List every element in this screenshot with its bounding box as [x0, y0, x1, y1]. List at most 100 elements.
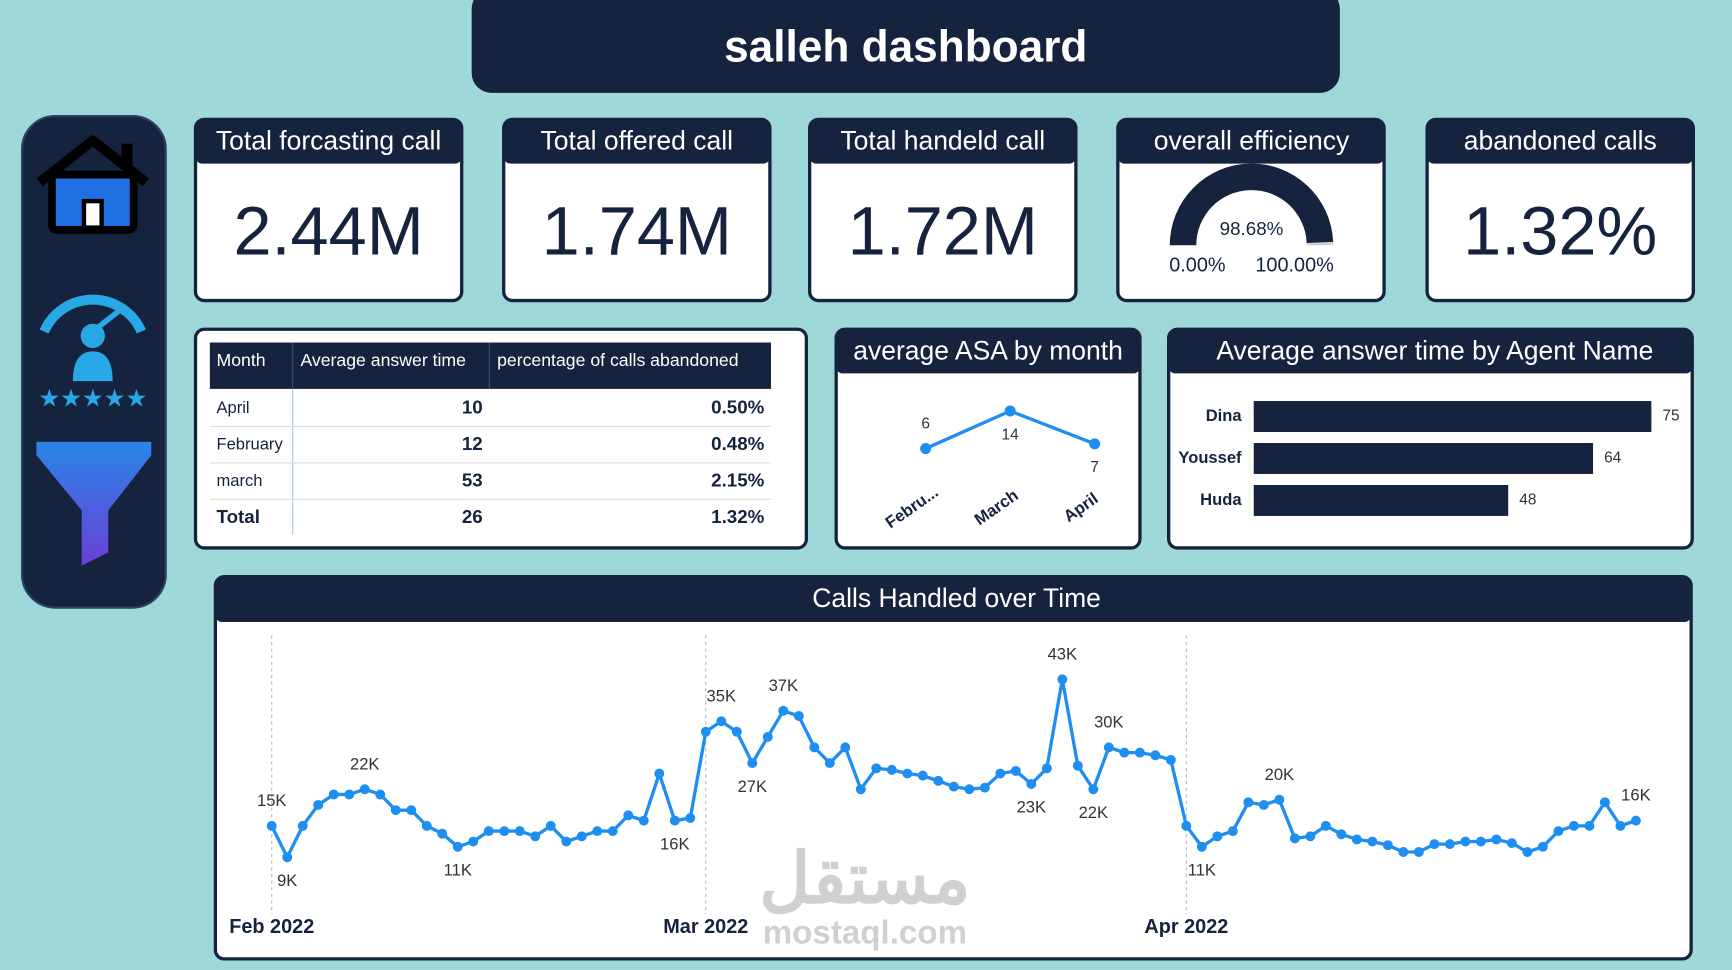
data-label: 75: [1662, 408, 1679, 425]
point: [840, 742, 851, 753]
point: [700, 726, 711, 737]
point: [1429, 839, 1440, 850]
point: [948, 781, 959, 792]
point: [995, 768, 1006, 779]
point: [452, 841, 463, 852]
data-label: 16K: [660, 834, 689, 853]
table-cell: February: [217, 435, 284, 454]
point: [313, 799, 324, 810]
table-cell: march: [217, 471, 263, 490]
data-label: 6: [921, 415, 930, 432]
table-cell: April: [217, 398, 250, 417]
data-label: 64: [1604, 450, 1622, 467]
point: [1351, 834, 1362, 845]
rating-icon[interactable]: ★★★★★: [38, 294, 147, 413]
chart-title: average ASA by month: [853, 335, 1123, 365]
table-header-cell: Month: [217, 350, 266, 370]
title-box: [471, 0, 1340, 93]
point: [297, 820, 308, 831]
point: [933, 775, 944, 786]
point: [1367, 836, 1378, 847]
table-header: [209, 342, 772, 389]
point: [1026, 779, 1037, 789]
point: [1274, 794, 1285, 805]
filter-icon[interactable]: [36, 441, 152, 566]
x-tick-label: Mar 2022: [663, 916, 748, 938]
point: [561, 836, 572, 847]
point: [406, 805, 417, 816]
point: [762, 731, 773, 742]
point: [1258, 799, 1269, 810]
point: [483, 826, 494, 837]
table-cell: 0.50%: [711, 397, 765, 418]
point: [328, 789, 339, 800]
data-label: 15K: [257, 791, 286, 810]
point: [920, 443, 932, 455]
point: [979, 782, 990, 793]
point: [1103, 742, 1114, 753]
point: [1072, 760, 1083, 771]
table-cell: 0.48%: [711, 433, 765, 454]
point: [514, 826, 525, 837]
point: [1243, 797, 1254, 808]
x-tick-label: Feb 2022: [229, 916, 314, 938]
point: [1057, 674, 1068, 685]
chart-title: Calls Handled over Time: [812, 583, 1101, 613]
point: [1134, 747, 1145, 758]
point: [1041, 763, 1052, 774]
data-label: 48: [1519, 492, 1536, 509]
point: [1305, 831, 1316, 842]
data-label: 20K: [1265, 765, 1294, 784]
x-tick-label: Apr 2022: [1144, 916, 1228, 938]
data-label: 43K: [1048, 644, 1077, 663]
point: [1537, 841, 1548, 852]
point: [1398, 847, 1409, 857]
svg-text:★★★★★: ★★★★★: [38, 385, 147, 412]
table-header-cell: Average answer time: [300, 350, 466, 370]
point: [1150, 750, 1161, 761]
home-icon[interactable]: [36, 135, 149, 234]
point: [685, 813, 696, 823]
gauge-max: 100.00%: [1255, 255, 1333, 277]
data-label: 16K: [1621, 786, 1650, 805]
point: [1181, 820, 1192, 831]
point: [1320, 820, 1331, 831]
point: [607, 826, 618, 837]
data-label: 37K: [769, 676, 798, 695]
point: [1165, 754, 1176, 765]
y-tick-label: Dina: [1206, 406, 1243, 425]
point: [375, 789, 386, 800]
point: [1584, 820, 1595, 831]
dashboard-title: salleh dashboard: [724, 22, 1087, 71]
point: [1568, 820, 1579, 831]
point: [592, 826, 603, 837]
point: [886, 764, 897, 775]
point: [855, 784, 866, 795]
point: [1444, 839, 1455, 850]
point: [1089, 438, 1101, 450]
watermark: mostaql.com: [763, 914, 967, 951]
table-cell: 12: [462, 433, 483, 454]
kpi-title: overall efficiency: [1154, 126, 1350, 156]
data-label: 23K: [1017, 798, 1046, 817]
point: [793, 711, 804, 721]
point: [778, 705, 789, 716]
data-label: 7: [1090, 459, 1099, 476]
point: [1382, 840, 1393, 851]
agent-band: [1168, 329, 1693, 374]
point: [1119, 747, 1130, 758]
point: [576, 831, 587, 842]
gauge-track: [1306, 241, 1334, 246]
point: [809, 742, 820, 753]
table-cell: 53: [462, 470, 483, 491]
table-cell: Total: [217, 506, 260, 527]
point: [638, 815, 649, 826]
point: [1630, 815, 1641, 826]
gauge-fill: [1169, 163, 1334, 246]
point: [1615, 820, 1626, 831]
kpi-title: Total handeld call: [840, 126, 1045, 156]
kpi-value: 1.72M: [848, 193, 1038, 270]
data-label: 22K: [350, 754, 379, 773]
point: [344, 789, 355, 800]
